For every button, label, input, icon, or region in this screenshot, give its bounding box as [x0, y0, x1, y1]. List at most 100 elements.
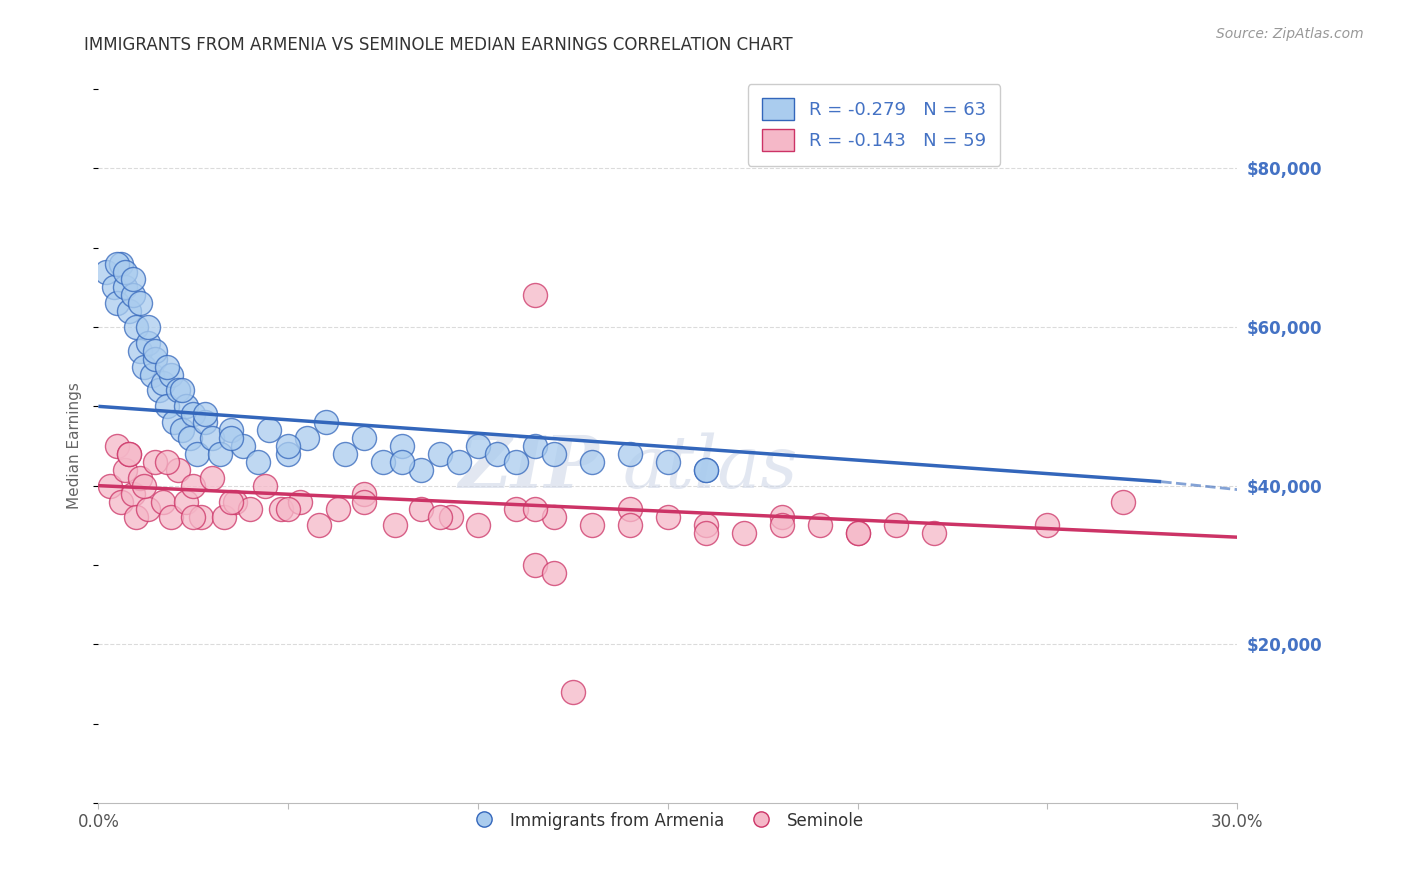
- Point: [121, 272, 143, 286]
- Point: [129, 296, 152, 310]
- Point: [103, 280, 125, 294]
- Point: [232, 439, 254, 453]
- Point: [543, 447, 565, 461]
- Point: [411, 463, 433, 477]
- Point: [543, 510, 565, 524]
- Point: [148, 384, 170, 398]
- Point: [619, 502, 641, 516]
- Point: [384, 518, 406, 533]
- Point: [562, 685, 585, 699]
- Point: [505, 455, 527, 469]
- Point: [297, 431, 319, 445]
- Point: [110, 494, 132, 508]
- Point: [467, 518, 489, 533]
- Point: [505, 502, 527, 516]
- Point: [145, 455, 167, 469]
- Text: Source: ZipAtlas.com: Source: ZipAtlas.com: [1216, 27, 1364, 41]
- Point: [159, 510, 181, 524]
- Point: [212, 510, 235, 524]
- Point: [695, 463, 717, 477]
- Point: [132, 478, 155, 492]
- Point: [183, 407, 205, 421]
- Point: [429, 510, 451, 524]
- Point: [884, 518, 907, 533]
- Point: [922, 526, 945, 541]
- Point: [174, 494, 197, 508]
- Point: [543, 566, 565, 580]
- Point: [221, 431, 243, 445]
- Point: [429, 447, 451, 461]
- Point: [125, 510, 148, 524]
- Point: [179, 431, 201, 445]
- Text: atlas: atlas: [623, 432, 797, 503]
- Point: [167, 384, 190, 398]
- Point: [270, 502, 292, 516]
- Point: [277, 447, 299, 461]
- Point: [152, 494, 174, 508]
- Point: [145, 343, 167, 358]
- Point: [277, 502, 299, 516]
- Point: [695, 518, 717, 533]
- Point: [524, 439, 547, 453]
- Point: [201, 471, 224, 485]
- Point: [114, 463, 136, 477]
- Point: [657, 455, 679, 469]
- Point: [733, 526, 755, 541]
- Point: [163, 415, 186, 429]
- Point: [136, 320, 159, 334]
- Point: [167, 463, 190, 477]
- Point: [129, 471, 152, 485]
- Point: [335, 447, 357, 461]
- Point: [326, 502, 349, 516]
- Point: [201, 431, 224, 445]
- Point: [221, 494, 243, 508]
- Point: [183, 510, 205, 524]
- Point: [194, 415, 217, 429]
- Point: [224, 494, 246, 508]
- Point: [524, 288, 547, 302]
- Text: ZIP: ZIP: [458, 432, 599, 503]
- Point: [107, 257, 129, 271]
- Point: [107, 296, 129, 310]
- Point: [156, 455, 179, 469]
- Point: [170, 384, 193, 398]
- Point: [174, 400, 197, 414]
- Point: [308, 518, 330, 533]
- Point: [353, 431, 375, 445]
- Point: [141, 368, 163, 382]
- Point: [152, 376, 174, 390]
- Point: [98, 478, 121, 492]
- Point: [315, 415, 337, 429]
- Point: [524, 558, 547, 572]
- Point: [254, 478, 277, 492]
- Point: [486, 447, 509, 461]
- Point: [208, 447, 231, 461]
- Point: [770, 518, 793, 533]
- Point: [391, 439, 413, 453]
- Point: [159, 368, 181, 382]
- Point: [107, 439, 129, 453]
- Point: [110, 257, 132, 271]
- Point: [440, 510, 463, 524]
- Point: [118, 447, 141, 461]
- Point: [94, 264, 117, 278]
- Point: [170, 423, 193, 437]
- Point: [449, 455, 471, 469]
- Point: [277, 439, 299, 453]
- Point: [194, 407, 217, 421]
- Point: [221, 423, 243, 437]
- Point: [145, 351, 167, 366]
- Point: [581, 455, 603, 469]
- Point: [136, 502, 159, 516]
- Point: [288, 494, 311, 508]
- Point: [695, 463, 717, 477]
- Point: [619, 518, 641, 533]
- Point: [186, 447, 208, 461]
- Point: [132, 359, 155, 374]
- Point: [657, 510, 679, 524]
- Point: [619, 447, 641, 461]
- Text: IMMIGRANTS FROM ARMENIA VS SEMINOLE MEDIAN EARNINGS CORRELATION CHART: IMMIGRANTS FROM ARMENIA VS SEMINOLE MEDI…: [84, 36, 793, 54]
- Point: [524, 502, 547, 516]
- Point: [259, 423, 281, 437]
- Point: [1036, 518, 1059, 533]
